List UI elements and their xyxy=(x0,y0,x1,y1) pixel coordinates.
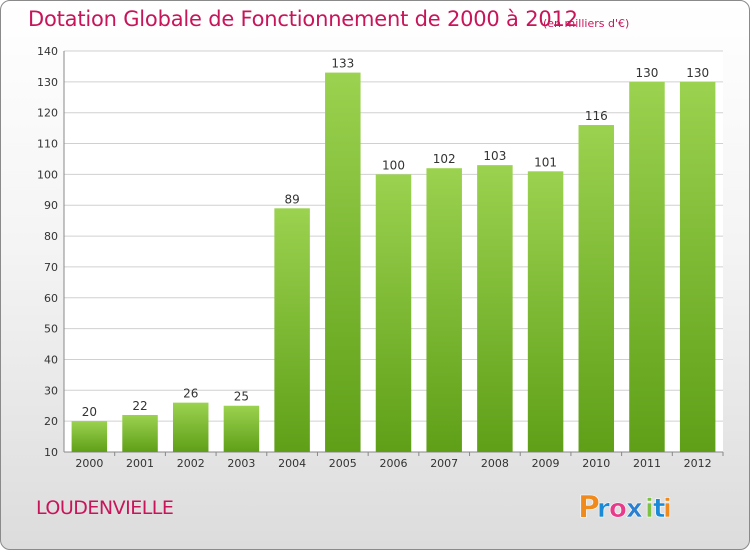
proxiti-logo: Pr o x i ti xyxy=(578,490,673,526)
logo-letter: o xyxy=(609,494,627,524)
x-tick-label: 2001 xyxy=(126,457,154,470)
logo-letter: i xyxy=(645,494,654,524)
x-tick-label: 2011 xyxy=(633,457,661,470)
bar xyxy=(122,414,158,452)
bar xyxy=(426,168,462,452)
x-tick-label: 2002 xyxy=(177,457,205,470)
bar xyxy=(477,165,513,452)
logo-letter: i xyxy=(663,494,672,524)
logo-letter: x xyxy=(626,494,643,524)
labels: 20 22 26 25 89 133 100 102 103 101 116 130 130 xyxy=(82,57,709,420)
y-tick-label: 20 xyxy=(44,415,58,428)
y-tick-label: 70 xyxy=(44,261,58,274)
commune-name: LOUDENVIELLE xyxy=(36,497,174,519)
data-label: 130 xyxy=(686,66,709,80)
x-tick-label: 2005 xyxy=(329,457,357,470)
x-tick-label: 2009 xyxy=(532,457,560,470)
bar xyxy=(578,125,615,453)
data-label: 20 xyxy=(82,405,97,419)
y-tick-label: 100 xyxy=(37,168,58,181)
data-label: 22 xyxy=(132,399,147,413)
bar xyxy=(274,208,310,452)
data-label: 26 xyxy=(183,387,198,401)
x-tick-label: 2006 xyxy=(380,457,408,470)
chart-title: Dotation Globale de Fonctionnement de 20… xyxy=(28,7,578,31)
bar xyxy=(172,402,209,452)
x-tick-label: 2003 xyxy=(227,457,255,470)
data-label: 102 xyxy=(433,152,456,166)
y-tick-label: 10 xyxy=(44,446,58,459)
y-tick-label: 80 xyxy=(44,230,58,243)
y-tick-label: 60 xyxy=(44,292,58,305)
y-tick-label: 120 xyxy=(37,107,58,120)
logo-letter: r xyxy=(597,494,610,524)
bar xyxy=(629,81,665,452)
data-label: 101 xyxy=(534,155,557,169)
y-tick-label: 40 xyxy=(44,353,58,366)
bar xyxy=(325,72,361,452)
y-tick-label: 140 xyxy=(37,45,58,58)
data-label: 133 xyxy=(331,57,354,71)
chart-subtitle: (en milliers d'€) xyxy=(543,17,630,30)
y-tick-label: 130 xyxy=(37,76,58,89)
bar xyxy=(375,174,412,452)
y-tick-label: 50 xyxy=(44,323,58,336)
bar xyxy=(71,421,108,452)
x-tick-label: 2004 xyxy=(278,457,306,470)
bar xyxy=(223,405,260,452)
y-tick-label: 110 xyxy=(37,138,58,151)
x-tick-label: 2012 xyxy=(684,457,712,470)
x-tick-label: 2008 xyxy=(481,457,509,470)
data-label: 130 xyxy=(636,66,659,80)
x-tick-label: 2000 xyxy=(75,457,103,470)
data-label: 116 xyxy=(585,109,608,123)
y-tick-label: 90 xyxy=(44,199,58,212)
x-tick-label: 2007 xyxy=(430,457,458,470)
data-label: 89 xyxy=(284,192,299,206)
x-tick-label: 2010 xyxy=(582,457,610,470)
data-label: 100 xyxy=(382,158,405,172)
bar-chart: 10 20 30 40 50 60 70 80 90 100 110 120 130 140 2000 200… xyxy=(37,45,724,470)
data-label: 103 xyxy=(483,149,506,163)
logo-letter: P xyxy=(578,490,600,525)
bars xyxy=(71,72,716,453)
bar xyxy=(679,81,716,452)
logo-letter: t xyxy=(653,494,665,524)
y-tick-label: 30 xyxy=(44,384,58,397)
data-label: 25 xyxy=(234,390,249,404)
bar xyxy=(527,171,564,453)
